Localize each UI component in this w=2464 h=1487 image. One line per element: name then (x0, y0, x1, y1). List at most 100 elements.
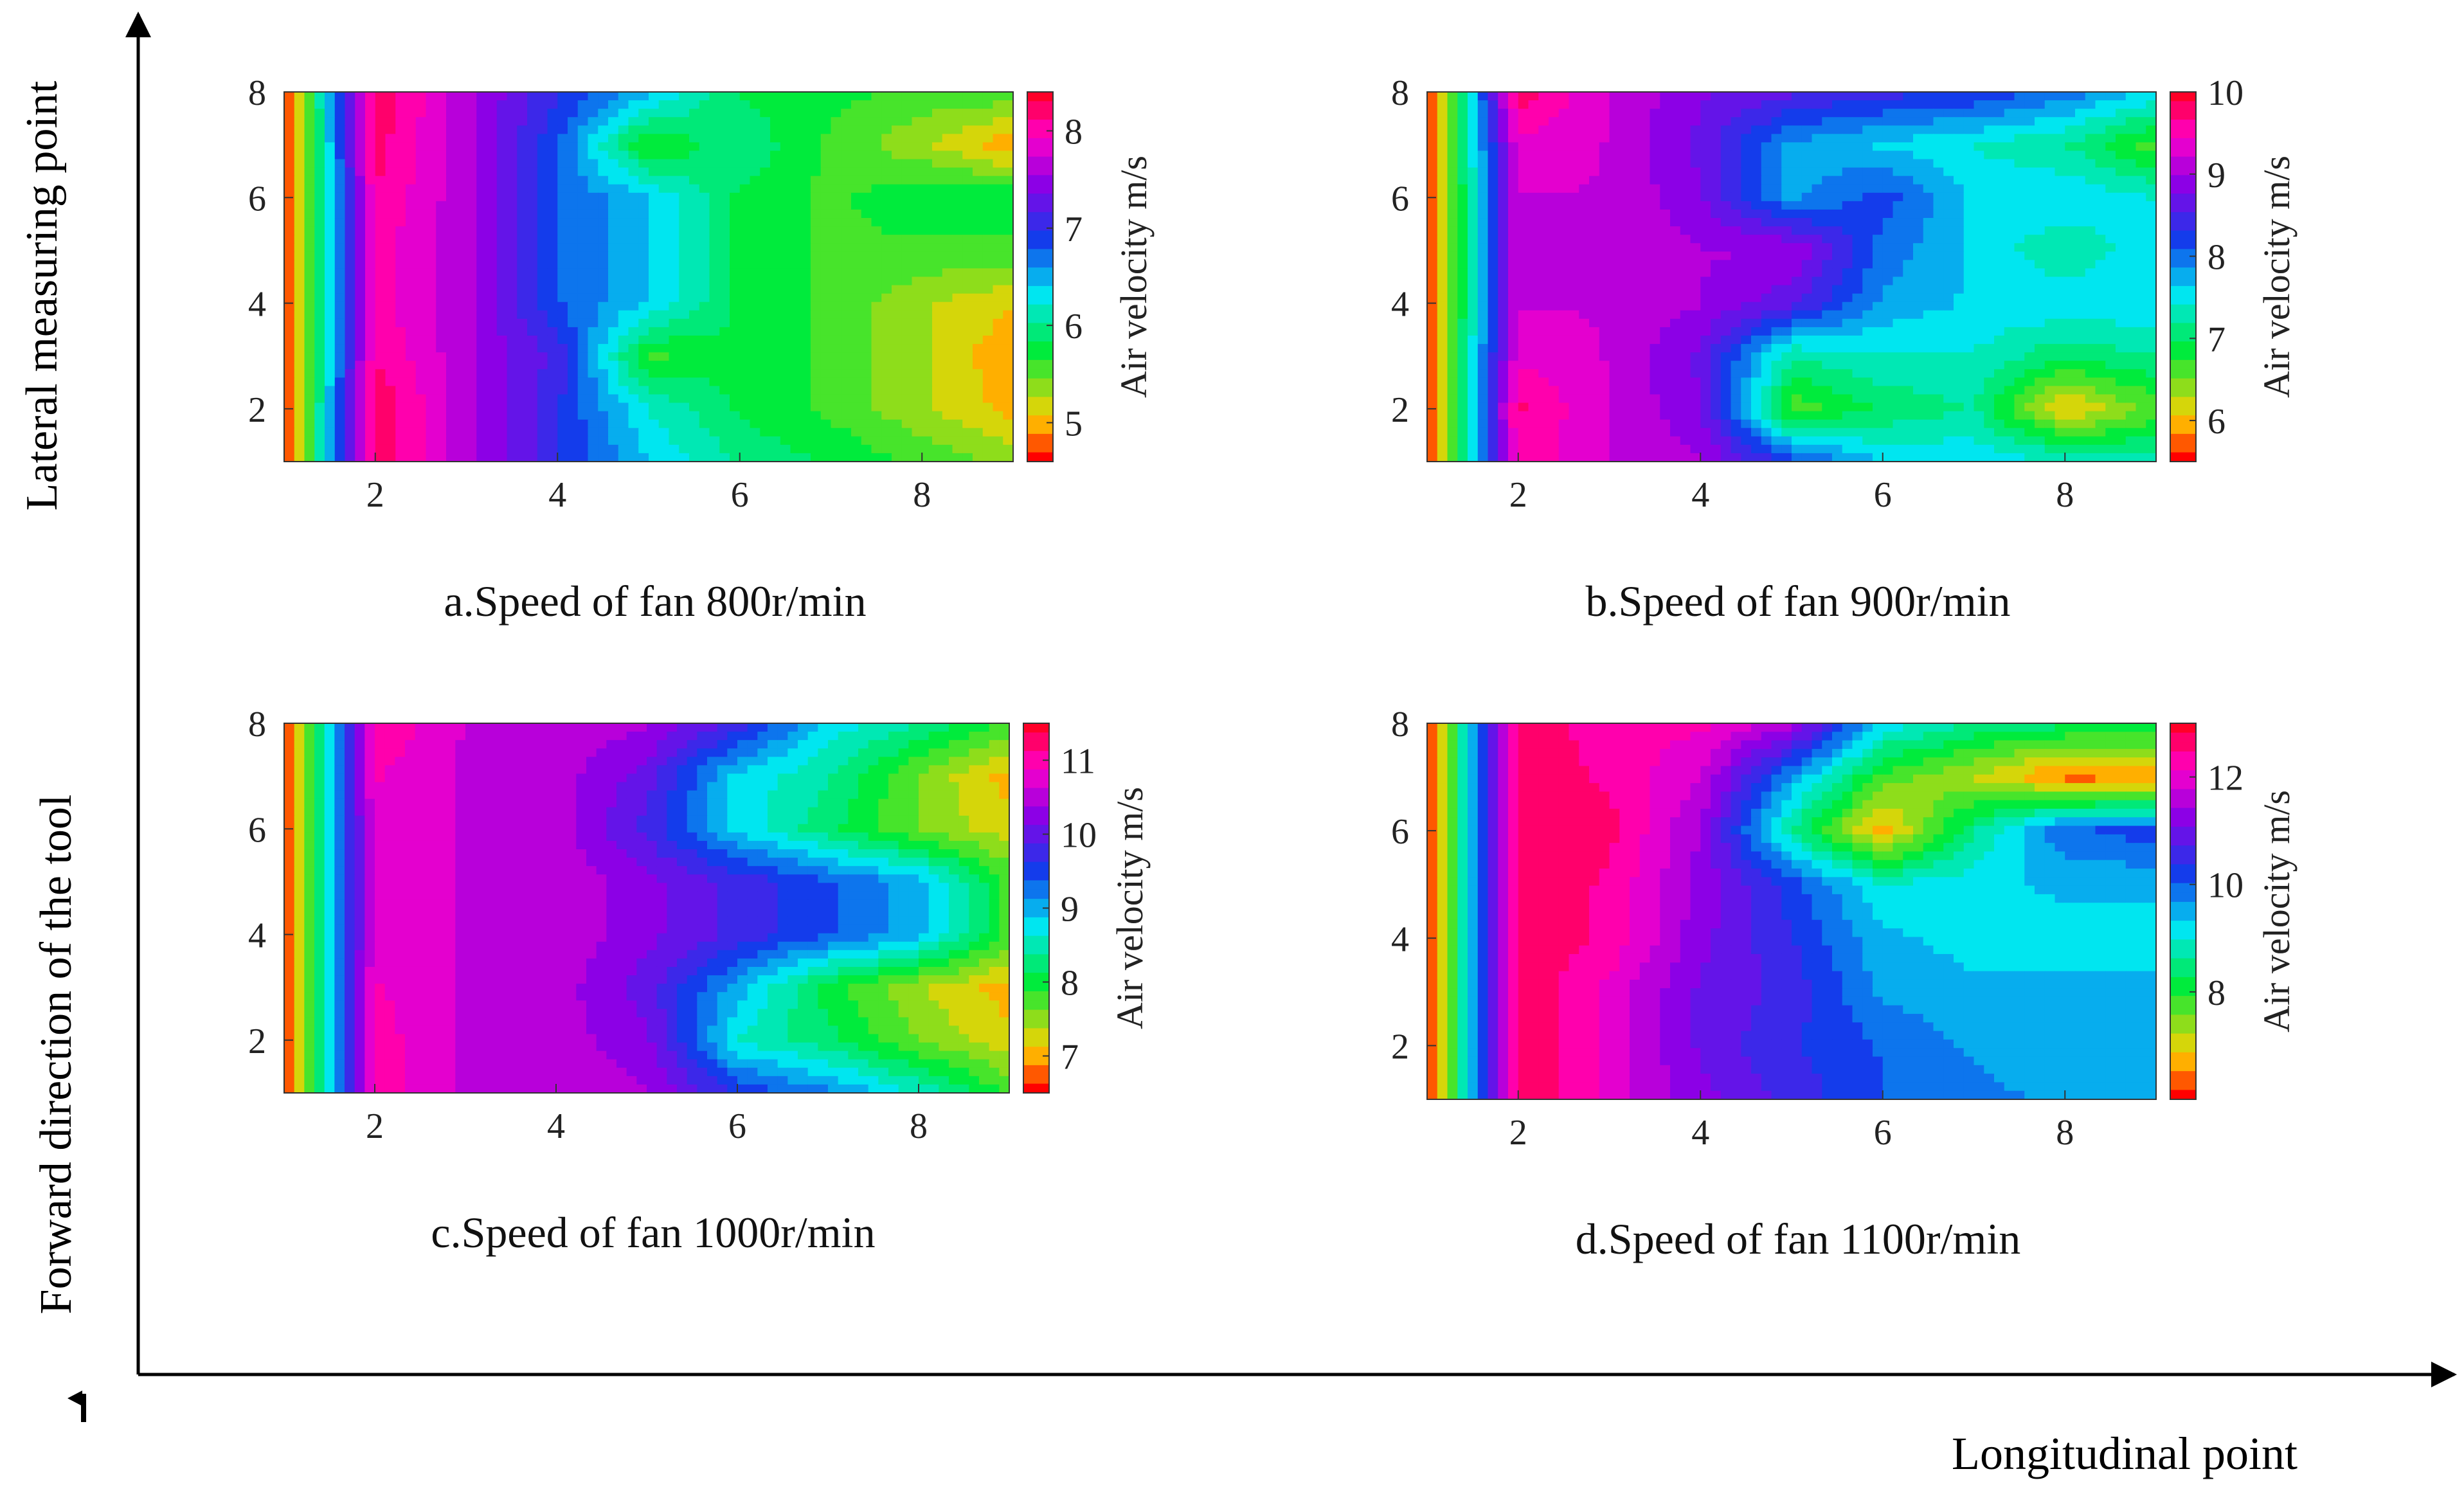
contour-cell (861, 201, 872, 210)
contour-cell (406, 235, 417, 244)
contour-cell (2024, 142, 2035, 152)
contour-cell (1538, 109, 1549, 118)
contour-cell (952, 109, 963, 118)
contour-cell (294, 226, 305, 235)
contour-cell (577, 201, 589, 210)
contour-cell (901, 226, 913, 235)
contour-cell (1619, 201, 1630, 210)
contour-cell (568, 134, 579, 143)
contour-cell (1518, 167, 1529, 177)
contour-cell (709, 176, 720, 185)
contour-cell (1943, 176, 1954, 185)
contour-cell (1538, 201, 1549, 210)
contour-cell (1680, 150, 1691, 160)
contour-cell (456, 243, 467, 252)
contour-cell (1801, 159, 1813, 168)
contour-cell (1639, 92, 1651, 101)
contour-cell (811, 335, 822, 345)
contour-cell (679, 268, 690, 278)
contour-cell (345, 226, 355, 235)
contour-cell (770, 184, 781, 194)
contour-cell (649, 344, 660, 353)
contour-cell (982, 159, 994, 168)
contour-cell (2065, 276, 2076, 286)
contour-cell (456, 302, 467, 311)
contour-cell (881, 92, 892, 101)
contour-cell (1003, 109, 1014, 118)
contour-cell (2004, 125, 2015, 134)
contour-cell (1538, 167, 1549, 177)
contour-cell (1003, 310, 1014, 320)
contour-cell (709, 226, 720, 235)
contour-cell (1741, 92, 1752, 101)
contour-cell (1873, 184, 1884, 194)
contour-cell (861, 361, 872, 370)
contour-cell (912, 109, 922, 118)
contour-cell (892, 302, 903, 311)
contour-cell (851, 150, 862, 160)
contour-cell (962, 377, 973, 386)
contour-cell (284, 285, 295, 294)
contour-cell (932, 402, 943, 412)
contour-cell (1639, 100, 1651, 109)
contour-cell (436, 150, 447, 160)
contour-cell (568, 352, 579, 361)
contour-cell (436, 125, 447, 134)
contour-cell (294, 100, 305, 109)
contour-cell (537, 377, 548, 386)
contour-cell (2024, 159, 2035, 168)
contour-cell (446, 134, 457, 143)
contour-cell (415, 444, 427, 454)
contour-cell (426, 235, 436, 244)
contour-cell (1792, 251, 1803, 260)
contour-cell (415, 352, 427, 361)
contour-cell (345, 159, 355, 168)
contour-cell (1903, 100, 1914, 109)
contour-cell (568, 419, 579, 429)
contour-cell (1882, 243, 1894, 252)
contour-cell (2044, 276, 2056, 286)
contour-cell (1003, 428, 1014, 437)
contour-cell (1437, 251, 1448, 260)
contour-cell (993, 302, 1003, 311)
contour-cell (1437, 176, 1448, 185)
contour-cell (820, 402, 832, 412)
contour-cell (1437, 235, 1448, 244)
contour-cell (2065, 142, 2076, 152)
contour-cell (1882, 235, 1894, 244)
contour-cell (527, 167, 538, 177)
contour-cell (952, 100, 963, 109)
contour-cell (1923, 100, 1934, 109)
contour-cell (294, 167, 305, 177)
contour-cell (1003, 226, 1014, 235)
contour-cell (1954, 260, 1965, 269)
contour-cell (2004, 276, 2015, 286)
contour-cell (618, 318, 629, 328)
contour-cell (831, 335, 841, 345)
contour-cell (1832, 92, 1843, 101)
contour-cell (649, 361, 660, 370)
contour-cell (1771, 260, 1782, 269)
contour-cell (334, 394, 346, 404)
contour-cell (507, 428, 517, 437)
contour-cell (811, 344, 822, 353)
contour-cell (1003, 318, 1014, 328)
contour-cell (1630, 201, 1641, 210)
contour-cell (507, 327, 517, 336)
contour-cell (598, 335, 609, 345)
contour-cell (962, 453, 973, 462)
contour-cell (2014, 125, 2025, 134)
contour-cell (1852, 134, 1863, 143)
contour-cell (1477, 276, 1489, 286)
colorbar-segment (1027, 341, 1053, 352)
contour-cell (487, 201, 498, 210)
contour-cell (760, 251, 771, 260)
contour-cell (446, 436, 457, 446)
contour-cell (365, 142, 376, 152)
contour-cell (2136, 226, 2146, 235)
contour-cell (355, 436, 366, 446)
contour-cell (638, 318, 649, 328)
contour-cell (811, 209, 822, 219)
contour-cell (649, 251, 660, 260)
contour-cell (679, 444, 690, 454)
